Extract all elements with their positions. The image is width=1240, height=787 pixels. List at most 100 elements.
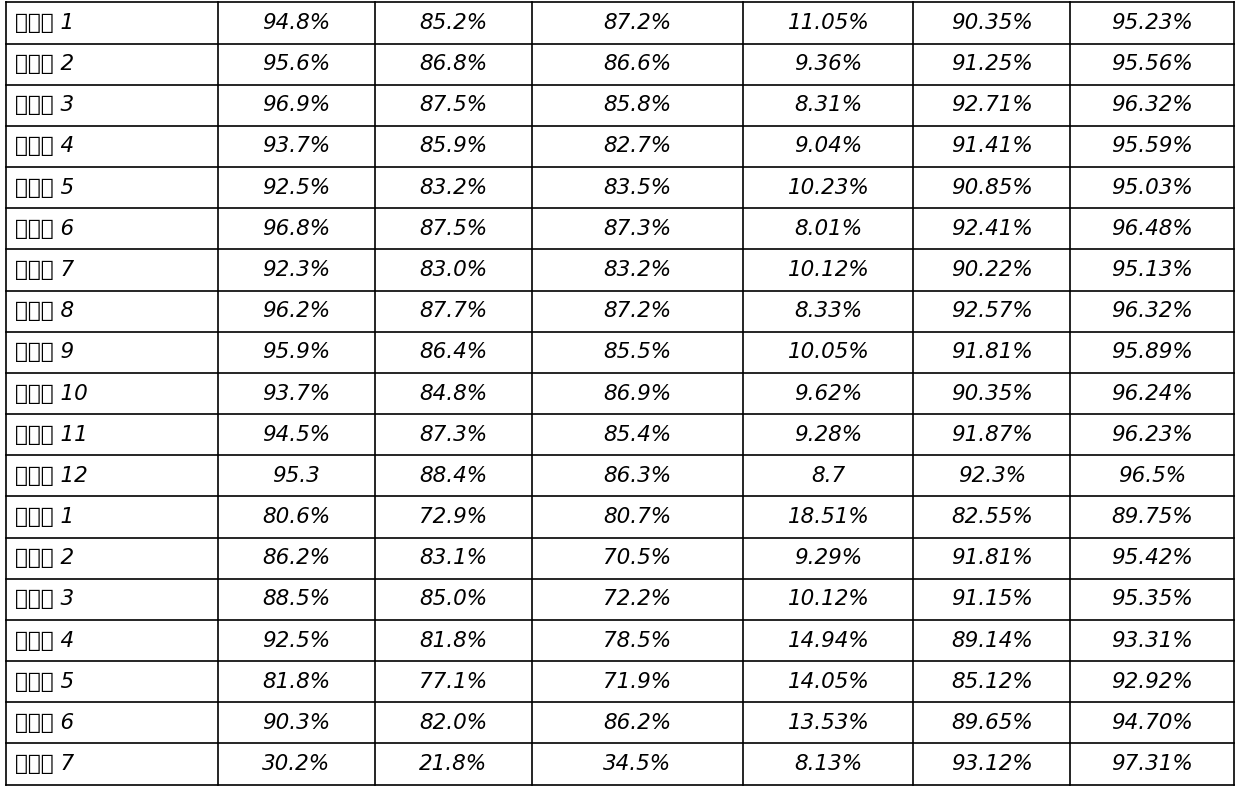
Text: 89.14%: 89.14% <box>951 630 1033 651</box>
Text: 实施例 2: 实施例 2 <box>15 54 74 74</box>
Text: 70.5%: 70.5% <box>604 549 672 568</box>
Text: 92.3%: 92.3% <box>263 260 330 280</box>
Text: 80.6%: 80.6% <box>263 507 330 527</box>
Text: 93.31%: 93.31% <box>1111 630 1193 651</box>
Text: 93.12%: 93.12% <box>951 754 1033 774</box>
Text: 实施例 11: 实施例 11 <box>15 425 88 445</box>
Text: 实施例 5: 实施例 5 <box>15 178 74 198</box>
Text: 9.29%: 9.29% <box>795 549 863 568</box>
Text: 96.24%: 96.24% <box>1111 383 1193 404</box>
Text: 83.5%: 83.5% <box>604 178 672 198</box>
Text: 87.5%: 87.5% <box>419 219 487 238</box>
Text: 实施例 1: 实施例 1 <box>15 13 74 33</box>
Text: 80.7%: 80.7% <box>604 507 672 527</box>
Text: 83.1%: 83.1% <box>419 549 487 568</box>
Text: 30.2%: 30.2% <box>263 754 330 774</box>
Text: 92.71%: 92.71% <box>951 95 1033 115</box>
Text: 93.7%: 93.7% <box>263 383 330 404</box>
Text: 78.5%: 78.5% <box>604 630 672 651</box>
Text: 95.56%: 95.56% <box>1111 54 1193 74</box>
Text: 89.75%: 89.75% <box>1111 507 1193 527</box>
Text: 实施例 12: 实施例 12 <box>15 466 88 486</box>
Text: 实施例 6: 实施例 6 <box>15 219 74 238</box>
Text: 83.2%: 83.2% <box>604 260 672 280</box>
Text: 92.5%: 92.5% <box>263 630 330 651</box>
Text: 95.89%: 95.89% <box>1111 342 1193 362</box>
Text: 87.5%: 87.5% <box>419 95 487 115</box>
Text: 85.9%: 85.9% <box>419 136 487 157</box>
Text: 96.32%: 96.32% <box>1111 95 1193 115</box>
Text: 96.32%: 96.32% <box>1111 301 1193 321</box>
Text: 实施例 3: 实施例 3 <box>15 95 74 115</box>
Text: 87.7%: 87.7% <box>419 301 487 321</box>
Text: 对比例 5: 对比例 5 <box>15 672 74 692</box>
Text: 85.12%: 85.12% <box>951 672 1033 692</box>
Text: 92.5%: 92.5% <box>263 178 330 198</box>
Text: 85.0%: 85.0% <box>419 589 487 609</box>
Text: 90.22%: 90.22% <box>951 260 1033 280</box>
Text: 91.81%: 91.81% <box>951 342 1033 362</box>
Text: 81.8%: 81.8% <box>263 672 330 692</box>
Text: 对比例 4: 对比例 4 <box>15 630 74 651</box>
Text: 10.05%: 10.05% <box>787 342 869 362</box>
Text: 90.3%: 90.3% <box>263 713 330 733</box>
Text: 9.36%: 9.36% <box>795 54 863 74</box>
Text: 92.57%: 92.57% <box>951 301 1033 321</box>
Text: 89.65%: 89.65% <box>951 713 1033 733</box>
Text: 86.9%: 86.9% <box>604 383 672 404</box>
Text: 86.6%: 86.6% <box>604 54 672 74</box>
Text: 94.70%: 94.70% <box>1111 713 1193 733</box>
Text: 88.5%: 88.5% <box>263 589 330 609</box>
Text: 92.92%: 92.92% <box>1111 672 1193 692</box>
Text: 8.13%: 8.13% <box>795 754 863 774</box>
Text: 8.31%: 8.31% <box>795 95 863 115</box>
Text: 实施例 10: 实施例 10 <box>15 383 88 404</box>
Text: 82.55%: 82.55% <box>951 507 1033 527</box>
Text: 11.05%: 11.05% <box>787 13 869 33</box>
Text: 对比例 7: 对比例 7 <box>15 754 74 774</box>
Text: 86.3%: 86.3% <box>604 466 672 486</box>
Text: 21.8%: 21.8% <box>419 754 487 774</box>
Text: 82.7%: 82.7% <box>604 136 672 157</box>
Text: 95.59%: 95.59% <box>1111 136 1193 157</box>
Text: 86.2%: 86.2% <box>604 713 672 733</box>
Text: 90.85%: 90.85% <box>951 178 1033 198</box>
Text: 95.35%: 95.35% <box>1111 589 1193 609</box>
Text: 85.5%: 85.5% <box>604 342 672 362</box>
Text: 对比例 1: 对比例 1 <box>15 507 74 527</box>
Text: 92.3%: 92.3% <box>957 466 1025 486</box>
Text: 86.2%: 86.2% <box>263 549 330 568</box>
Text: 91.15%: 91.15% <box>951 589 1033 609</box>
Text: 13.53%: 13.53% <box>787 713 869 733</box>
Text: 95.23%: 95.23% <box>1111 13 1193 33</box>
Text: 71.9%: 71.9% <box>604 672 672 692</box>
Text: 93.7%: 93.7% <box>263 136 330 157</box>
Text: 96.23%: 96.23% <box>1111 425 1193 445</box>
Text: 72.9%: 72.9% <box>419 507 487 527</box>
Text: 14.05%: 14.05% <box>787 672 869 692</box>
Text: 34.5%: 34.5% <box>604 754 672 774</box>
Text: 实施例 7: 实施例 7 <box>15 260 74 280</box>
Text: 10.23%: 10.23% <box>787 178 869 198</box>
Text: 94.5%: 94.5% <box>263 425 330 445</box>
Text: 83.0%: 83.0% <box>419 260 487 280</box>
Text: 95.13%: 95.13% <box>1111 260 1193 280</box>
Text: 77.1%: 77.1% <box>419 672 487 692</box>
Text: 96.9%: 96.9% <box>263 95 330 115</box>
Text: 对比例 3: 对比例 3 <box>15 589 74 609</box>
Text: 8.7: 8.7 <box>811 466 846 486</box>
Text: 9.04%: 9.04% <box>795 136 863 157</box>
Text: 97.31%: 97.31% <box>1111 754 1193 774</box>
Text: 10.12%: 10.12% <box>787 589 869 609</box>
Text: 88.4%: 88.4% <box>419 466 487 486</box>
Text: 91.41%: 91.41% <box>951 136 1033 157</box>
Text: 对比例 2: 对比例 2 <box>15 549 74 568</box>
Text: 95.6%: 95.6% <box>263 54 330 74</box>
Text: 90.35%: 90.35% <box>951 13 1033 33</box>
Text: 95.42%: 95.42% <box>1111 549 1193 568</box>
Text: 9.62%: 9.62% <box>795 383 863 404</box>
Text: 对比例 6: 对比例 6 <box>15 713 74 733</box>
Text: 95.3: 95.3 <box>273 466 320 486</box>
Text: 92.41%: 92.41% <box>951 219 1033 238</box>
Text: 9.28%: 9.28% <box>795 425 863 445</box>
